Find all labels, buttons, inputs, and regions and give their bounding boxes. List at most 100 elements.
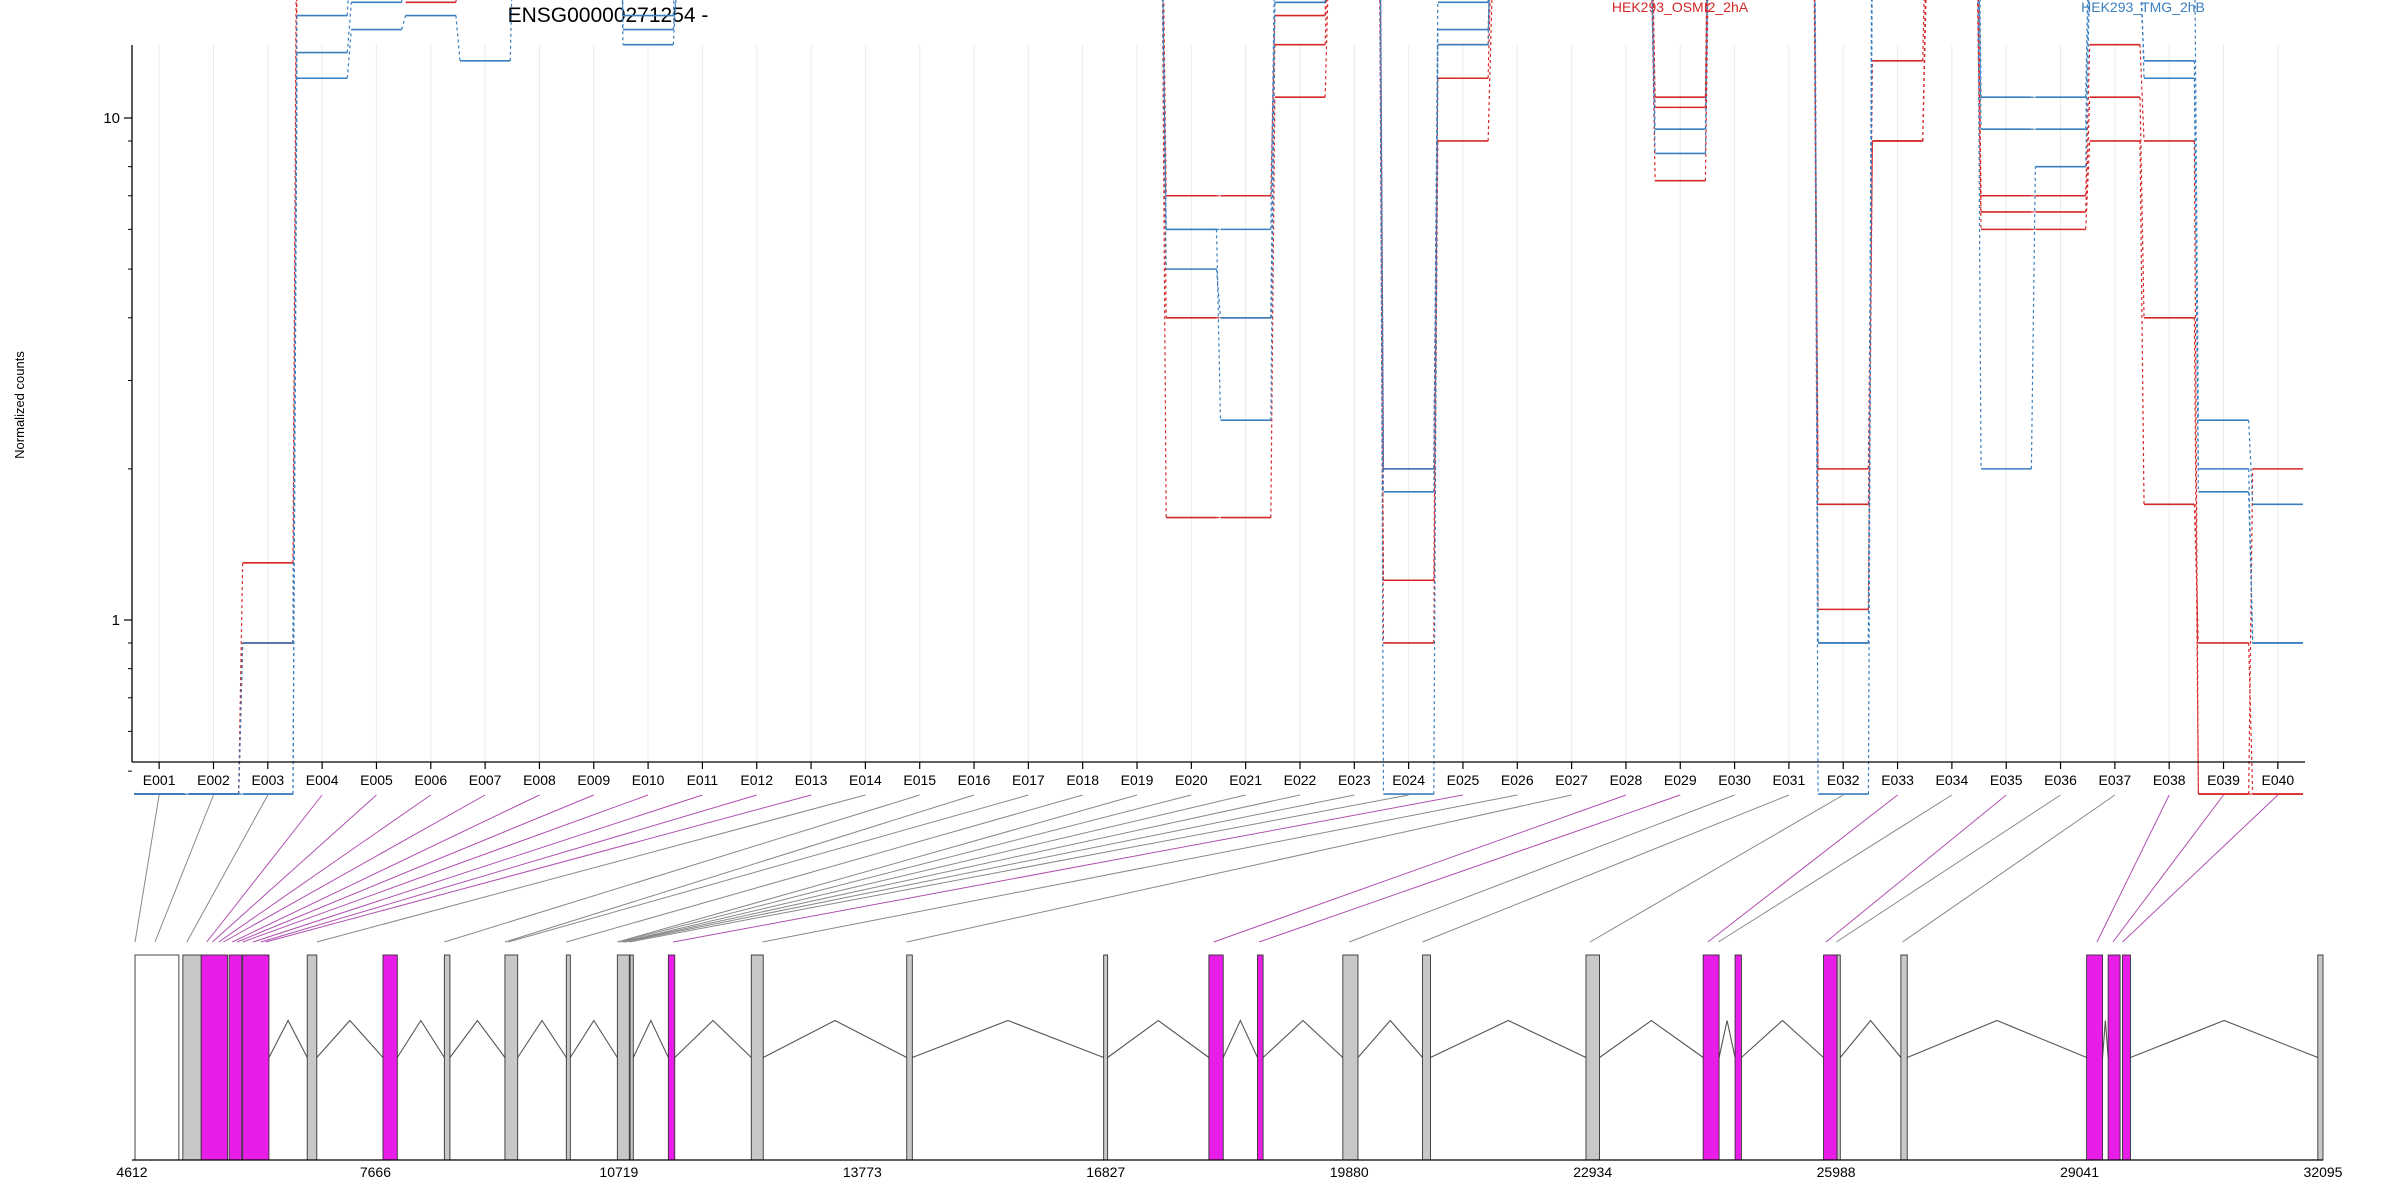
series-connector	[1433, 29, 1439, 492]
coordinate-tick-label: 7666	[360, 1164, 391, 1180]
series-connector	[1324, 0, 1329, 98]
x-tick-label: E037	[2099, 772, 2132, 788]
x-tick-label: E033	[1881, 772, 1914, 788]
exon-connector	[1349, 794, 1735, 943]
x-tick-label: E004	[306, 772, 339, 788]
exon-block	[1900, 954, 1908, 1161]
series-connector	[401, 15, 407, 30]
chart-title: ENSG00000271254 -	[508, 4, 709, 27]
exon-connector	[504, 794, 975, 943]
exon-connector-lines	[134, 794, 2279, 943]
x-tick-label: E023	[1338, 772, 1371, 788]
exon-block	[1836, 954, 1841, 1161]
series-connector	[1487, 0, 1490, 30]
exon-connector	[1707, 794, 1898, 943]
series-3	[134, 0, 2303, 795]
series-connector	[1922, 0, 1925, 61]
exon-block	[182, 954, 202, 1161]
series-connector	[1324, 0, 1327, 45]
exon-block	[1257, 954, 1264, 1161]
series-connector	[2193, 140, 2199, 795]
x-tick-label: E015	[903, 772, 936, 788]
series-connector	[2248, 468, 2254, 643]
x-tick-label: E016	[958, 772, 991, 788]
exon-block	[228, 954, 243, 1161]
x-tick-label: E001	[143, 772, 176, 788]
x-axis-categories: E001 E002 E003 E004 E005 E006 E007 E008 E009 E010…	[132, 761, 2305, 788]
x-tick-label: E007	[469, 772, 502, 788]
x-tick-label: E031	[1773, 772, 1806, 788]
x-tick-label: E038	[2153, 772, 2186, 788]
intron	[1262, 1019, 1344, 1058]
series-connector	[1979, 0, 1982, 98]
series-connector	[2193, 504, 2199, 643]
series-connector	[1922, 0, 1926, 141]
x-tick-label: E025	[1447, 772, 1480, 788]
x-tick-label: E035	[1990, 772, 2023, 788]
exon-connector	[232, 794, 540, 943]
exon-connector	[265, 794, 812, 943]
intron	[1107, 1019, 1210, 1058]
series-connector	[2085, 0, 2089, 130]
series-connector	[2139, 140, 2145, 505]
series-connector	[1380, 0, 1385, 469]
exon-connector	[507, 794, 1029, 943]
series-connector	[1651, 0, 1656, 130]
series-connector	[1487, 0, 1493, 141]
x-tick-label: E013	[795, 772, 828, 788]
exon-connector	[906, 794, 1572, 943]
series-connector	[1270, 2, 1276, 421]
x-tick-label: E020	[1175, 772, 1208, 788]
exon-connector	[618, 794, 1192, 943]
exon-connector	[218, 794, 432, 943]
x-tick-label: E002	[197, 772, 230, 788]
x-tick-label: E018	[1066, 772, 1099, 788]
series-connector	[2085, 97, 2091, 212]
y-tick-label: 1	[112, 612, 120, 629]
x-tick-label: E008	[523, 772, 556, 788]
y-axis-label: Normalized counts	[12, 351, 27, 459]
series-connector	[672, 0, 677, 30]
exon-block	[382, 954, 398, 1161]
exon-connector	[252, 794, 703, 943]
series-connector	[1704, 0, 1708, 108]
series-connector	[1270, 97, 1276, 518]
exon-block	[1734, 954, 1742, 1161]
intron	[632, 1019, 669, 1058]
exon-connector	[1213, 794, 1627, 943]
x-tick-label: E006	[414, 772, 447, 788]
exon-block	[750, 954, 764, 1161]
series-connector	[292, 78, 298, 795]
coordinate-tick-label: 29041	[2060, 1164, 2099, 1180]
exon-block	[1208, 954, 1224, 1161]
series-connector	[238, 642, 244, 795]
x-tick-label: E022	[1284, 772, 1317, 788]
intron	[912, 1019, 1104, 1059]
x-tick-label: E017	[1012, 772, 1045, 788]
series-connector	[1215, 269, 1222, 318]
exon-connector	[186, 794, 269, 943]
exon-connector	[1825, 794, 2007, 943]
x-tick-label: E039	[2207, 772, 2240, 788]
intron	[2102, 1020, 2109, 1058]
exon-block	[242, 954, 270, 1161]
legend-entry-tmg: HEK293_TMG_2hB	[2081, 0, 2205, 15]
series-connector	[1704, 0, 1709, 181]
series-connector	[2139, 97, 2145, 318]
coordinate-tick-label: 10719	[599, 1164, 638, 1180]
exon-connector	[1902, 794, 2116, 943]
series-2	[134, 0, 2303, 795]
exon-block	[134, 954, 180, 1161]
x-tick-label: E034	[1936, 772, 1969, 788]
exon-block	[1103, 954, 1109, 1161]
exon-connector	[134, 794, 160, 943]
series-connector	[1867, 0, 1873, 795]
x-tick-label: E040	[2261, 772, 2294, 788]
series-connector	[1867, 140, 1874, 610]
exon-connector	[316, 794, 866, 943]
series-4	[134, 0, 2303, 795]
intron	[1741, 1019, 1824, 1058]
exon-block	[306, 954, 318, 1161]
intron	[1430, 1019, 1587, 1058]
